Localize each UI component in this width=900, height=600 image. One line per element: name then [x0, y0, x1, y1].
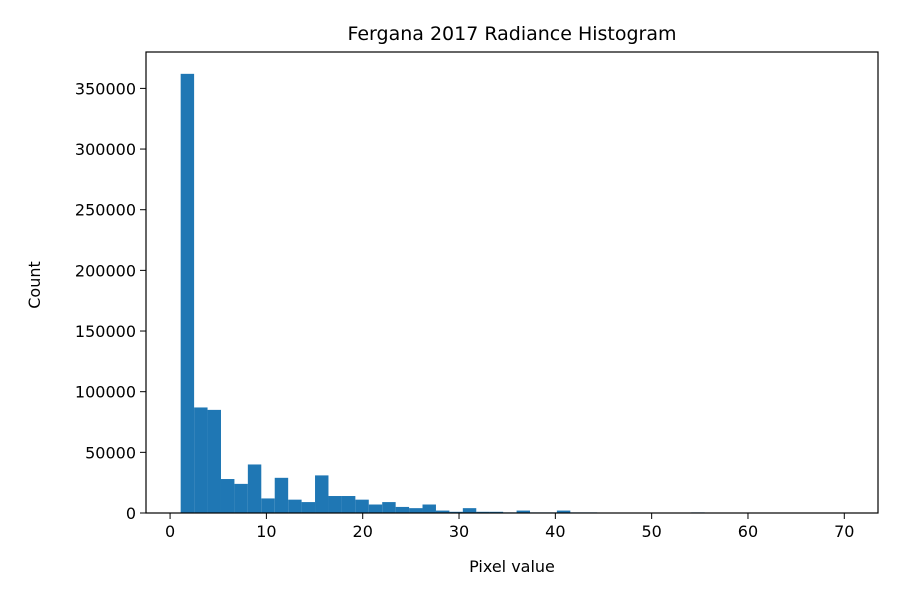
y-axis-title: Count [25, 261, 44, 309]
histogram-bar [489, 511, 504, 513]
histogram-bar [449, 511, 463, 513]
histogram-bar [261, 498, 275, 513]
y-tick-label: 300000 [75, 140, 136, 159]
x-tick-label: 30 [449, 522, 469, 541]
y-axis-ticks: 0 50000 100000 150000 200000 250000 300000 3500… [75, 79, 146, 523]
y-tick-label: 100000 [75, 383, 136, 402]
x-tick-label: 70 [834, 522, 854, 541]
histogram-bar [435, 510, 450, 513]
histogram-bar [355, 499, 369, 513]
x-tick-label: 60 [738, 522, 758, 541]
histogram-bar [368, 504, 383, 513]
chart-title: Fergana 2017 Radiance Histogram [347, 23, 676, 45]
histogram-bar [556, 510, 571, 513]
histogram-bar [247, 464, 262, 513]
histogram-bar [341, 496, 356, 513]
y-tick-label: 350000 [75, 79, 136, 98]
histogram-bar [382, 502, 396, 513]
y-tick-label: 50000 [85, 443, 136, 462]
histogram-bar [409, 508, 423, 513]
x-tick-label: 0 [165, 522, 175, 541]
histogram-bar [194, 407, 208, 513]
plot-frame [145, 51, 879, 514]
x-axis-ticks: 0 10 20 30 40 50 60 70 [165, 513, 854, 541]
x-tick-label: 40 [545, 522, 565, 541]
histogram-bar [207, 409, 221, 513]
histogram-bar [422, 504, 436, 513]
histogram-bar [315, 475, 329, 513]
histogram-bar [395, 506, 410, 513]
bars-group [180, 73, 853, 513]
histogram-bar [274, 477, 289, 513]
histogram-bar [301, 502, 316, 513]
y-tick-label: 200000 [75, 261, 136, 280]
y-tick-label: 250000 [75, 201, 136, 220]
histogram-bar [476, 511, 490, 513]
y-tick-label: 0 [126, 504, 136, 523]
x-tick-label: 20 [353, 522, 373, 541]
histogram-bar [288, 499, 302, 513]
x-tick-label: 10 [256, 522, 276, 541]
histogram-bar [516, 510, 531, 513]
y-tick-label: 150000 [75, 322, 136, 341]
histogram-bar [220, 479, 235, 513]
histogram-bar [462, 508, 477, 513]
histogram-bar [234, 483, 248, 513]
histogram-bar [180, 73, 195, 513]
x-axis-title: Pixel value [469, 557, 555, 576]
x-tick-label: 50 [641, 522, 661, 541]
histogram-bar [328, 496, 342, 513]
